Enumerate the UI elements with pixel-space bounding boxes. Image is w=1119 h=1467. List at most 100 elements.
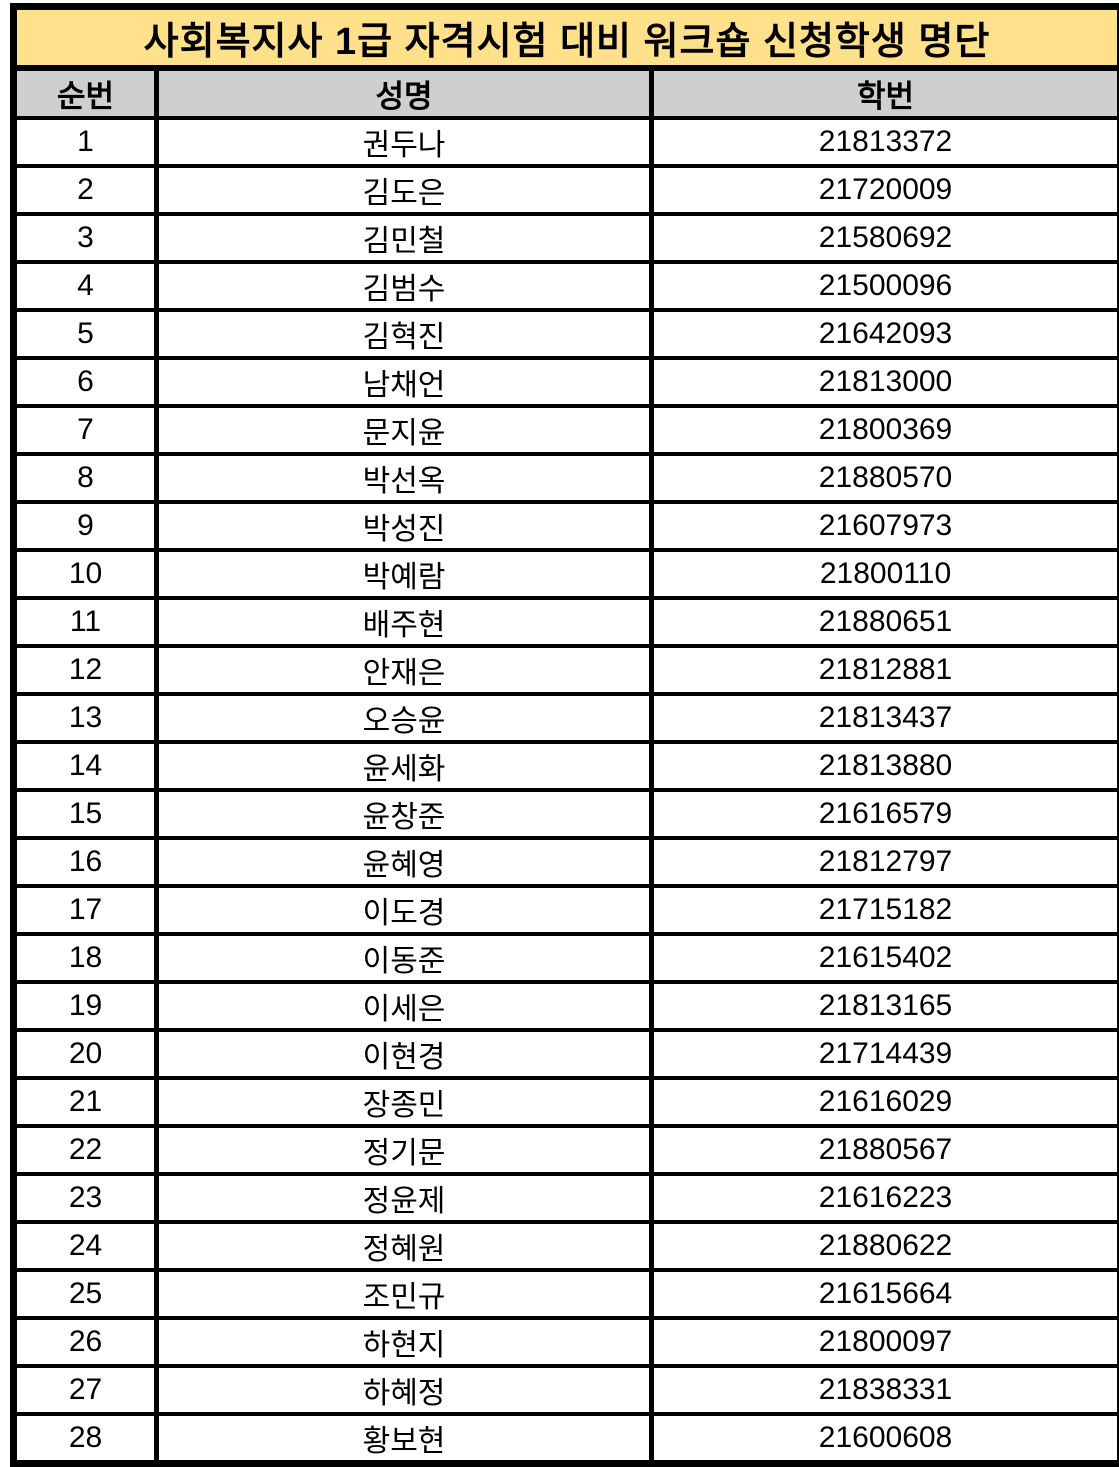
- student-name-cell: 정윤제: [157, 1174, 652, 1222]
- row-number-cell: 20: [14, 1030, 157, 1078]
- student-name-cell: 김혁진: [157, 310, 652, 358]
- row-number-cell: 18: [14, 934, 157, 982]
- student-name-cell: 박예람: [157, 550, 652, 598]
- student-name-cell: 정혜원: [157, 1222, 652, 1270]
- row-number-cell: 21: [14, 1078, 157, 1126]
- student-id-cell: 21813372: [652, 118, 1119, 166]
- student-name-cell: 안재은: [157, 646, 652, 694]
- row-number-cell: 15: [14, 790, 157, 838]
- column-header-no: 순번: [14, 68, 157, 118]
- title-row: 사회복지사 1급 자격시험 대비 워크숍 신청학생 명단: [14, 7, 1119, 69]
- student-name-cell: 하현지: [157, 1318, 652, 1366]
- row-number-cell: 1: [14, 118, 157, 166]
- student-id-cell: 21616029: [652, 1078, 1119, 1126]
- row-number-cell: 6: [14, 358, 157, 406]
- student-id-cell: 21715182: [652, 886, 1119, 934]
- student-id-cell: 21800097: [652, 1318, 1119, 1366]
- row-number-cell: 19: [14, 982, 157, 1030]
- student-id-cell: 21500096: [652, 262, 1119, 310]
- student-name-cell: 이현경: [157, 1030, 652, 1078]
- student-name-cell: 박성진: [157, 502, 652, 550]
- row-number-cell: 4: [14, 262, 157, 310]
- row-number-cell: 7: [14, 406, 157, 454]
- student-name-cell: 황보현: [157, 1414, 652, 1464]
- student-name-cell: 배주현: [157, 598, 652, 646]
- student-id-cell: 21880567: [652, 1126, 1119, 1174]
- student-id-cell: 21812797: [652, 838, 1119, 886]
- row-number-cell: 12: [14, 646, 157, 694]
- student-name-cell: 윤창준: [157, 790, 652, 838]
- student-id-cell: 21642093: [652, 310, 1119, 358]
- row-number-cell: 10: [14, 550, 157, 598]
- row-number-cell: 5: [14, 310, 157, 358]
- row-number-cell: 24: [14, 1222, 157, 1270]
- row-number-cell: 11: [14, 598, 157, 646]
- row-number-cell: 9: [14, 502, 157, 550]
- row-number-cell: 22: [14, 1126, 157, 1174]
- student-name-cell: 남채언: [157, 358, 652, 406]
- column-header-name: 성명: [157, 68, 652, 118]
- student-name-cell: 문지윤: [157, 406, 652, 454]
- student-name-cell: 이세은: [157, 982, 652, 1030]
- row-number-cell: 25: [14, 1270, 157, 1318]
- student-id-cell: 21800110: [652, 550, 1119, 598]
- student-id-cell: 21714439: [652, 1030, 1119, 1078]
- student-id-cell: 21880651: [652, 598, 1119, 646]
- row-number-cell: 13: [14, 694, 157, 742]
- student-name-cell: 이도경: [157, 886, 652, 934]
- student-id-cell: 21812881: [652, 646, 1119, 694]
- student-name-cell: 장종민: [157, 1078, 652, 1126]
- student-id-cell: 21616579: [652, 790, 1119, 838]
- student-name-cell: 이동준: [157, 934, 652, 982]
- student-name-cell: 오승윤: [157, 694, 652, 742]
- student-id-cell: 21615402: [652, 934, 1119, 982]
- row-number-cell: 28: [14, 1414, 157, 1464]
- student-id-cell: 21580692: [652, 214, 1119, 262]
- row-number-cell: 2: [14, 166, 157, 214]
- student-id-cell: 21607973: [652, 502, 1119, 550]
- student-id-cell: 21838331: [652, 1366, 1119, 1414]
- row-number-cell: 17: [14, 886, 157, 934]
- student-id-cell: 21813880: [652, 742, 1119, 790]
- row-number-cell: 8: [14, 454, 157, 502]
- row-number-cell: 27: [14, 1366, 157, 1414]
- student-id-cell: 21813437: [652, 694, 1119, 742]
- student-name-cell: 박선옥: [157, 454, 652, 502]
- student-id-cell: 21616223: [652, 1174, 1119, 1222]
- student-id-cell: 21813000: [652, 358, 1119, 406]
- student-id-cell: 21880622: [652, 1222, 1119, 1270]
- student-name-cell: 권두나: [157, 118, 652, 166]
- row-number-cell: 14: [14, 742, 157, 790]
- student-id-cell: 21615664: [652, 1270, 1119, 1318]
- student-name-cell: 윤혜영: [157, 838, 652, 886]
- table-title: 사회복지사 1급 자격시험 대비 워크숍 신청학생 명단: [14, 7, 1119, 69]
- student-name-cell: 김도은: [157, 166, 652, 214]
